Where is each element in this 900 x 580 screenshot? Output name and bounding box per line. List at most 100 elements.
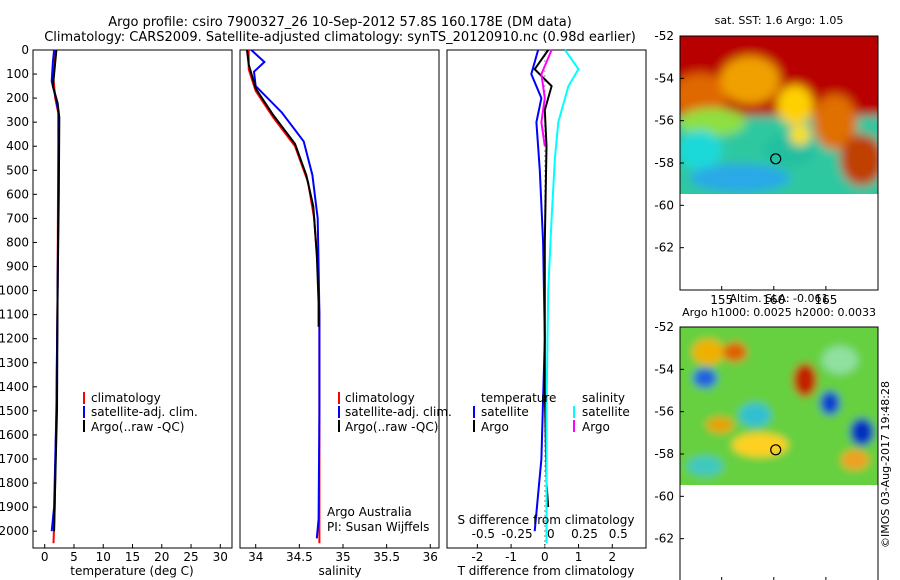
map-y-tick-label: -60 [654,198,674,212]
credit-line1: Argo Australia [327,505,412,519]
sla-heatmap [680,327,878,580]
x-tick-label-top: 0 [547,527,555,541]
sst-patch [790,125,810,145]
depth-tick-label: 1800 [0,476,29,490]
series-line-satellite [545,49,580,544]
map-y-tick-label: -54 [654,362,674,376]
depth-tick-label: 200 [6,91,29,105]
depth-tick-label: 300 [6,115,29,129]
map-y-tick-label: -58 [654,447,674,461]
map-x-tick-label: 155 [710,293,733,307]
salinity-x-axis: 34 34.5 35 35.5 36 [248,544,438,564]
sla-patch [692,339,724,365]
depth-tick-label: 1600 [0,428,29,442]
map-x-tick-label: 165 [814,293,837,307]
legend-swatch-climatology [83,392,85,404]
series-line-satellite [530,49,546,532]
map-y-tick-label: -54 [654,71,674,85]
map-y-tick-label: -56 [654,114,674,128]
legend-swatch-satellite [338,406,340,418]
map-y-tick-label: -52 [654,29,674,43]
sla-patch [820,391,840,415]
depth-tick-label: 2000 [0,524,29,538]
x-tick-label-top: 0.5 [609,527,628,541]
imos-timestamp: ©IMOS 03-Aug-2017 19:48:28 [879,381,892,548]
depth-tick-label: 0 [21,43,29,57]
depth-tick-label: 1300 [0,356,29,370]
depth-tick-label: 1100 [0,308,29,322]
x-tick-label: 0 [41,550,49,564]
legend-label-argo: Argo(..raw -QC) [91,420,184,434]
depth-tick-label: 1200 [0,332,29,346]
depth-tick-label: 1500 [0,404,29,418]
series-line-argo-raw-qc- [246,49,320,327]
legend-label-t-argo: Argo [481,420,509,434]
map-y-tick-label: -60 [654,489,674,503]
salinity-series [246,49,321,544]
legend-swatch-satellite [83,406,85,418]
legend-swatch-climatology [338,392,340,404]
x-tick-label: -2 [471,550,483,564]
legend-swatch-s-argo [573,420,575,432]
legend-label-satellite: satellite-adj. clim. [91,405,198,419]
sst-patch [680,108,746,136]
x-tick-label-top: 0.25 [571,527,598,541]
x-tick-label: 15 [125,550,140,564]
series-line-argo-raw-qc- [51,49,61,532]
x-tick-label: 10 [96,550,111,564]
difference-x-label: T difference from climatology [457,564,635,578]
sla-patch [687,456,723,476]
temperature-legend: climatology satellite-adj. clim. Argo(..… [83,391,198,434]
legend-swatch-argo [338,420,340,432]
series-line-climatology [247,50,321,544]
sst-map-title: sat. SST: 1.6 Argo: 1.05 [715,14,844,27]
legend-swatch-t-satellite [473,406,475,418]
legend-label-t-satellite: satellite [481,405,529,419]
legend-swatch-argo [83,420,85,432]
credit-line2: PI: Susan Wijffels [327,520,429,534]
x-tick-label: 35 [335,550,350,564]
x-tick-label: 0 [541,550,549,564]
sla-no-data [680,485,878,580]
sst-patch [680,130,722,170]
sst-argo-location-marker [770,153,782,165]
legend-label-climatology: climatology [91,391,161,405]
x-tick-label-top: -0.25 [502,527,533,541]
legend-label-s-satellite: satellite [582,405,630,419]
sla-patch [793,363,817,397]
sst-patch [680,73,728,117]
x-tick-label: 5 [70,550,78,564]
map-x-tick-label: 160 [762,293,785,307]
sst-patch [777,85,813,125]
x-tick-label: 20 [154,550,169,564]
legend-title-temperature: temperature [481,391,556,405]
x-tick-label: 36 [423,550,438,564]
figure-title-line2: Climatology: CARS2009. Satellite-adjuste… [44,30,636,45]
temperature-x-label: temperature (deg C) [70,564,193,578]
sst-heatmap [680,36,878,294]
legend-swatch-t-argo [473,420,475,432]
depth-tick-label: 1000 [0,284,29,298]
x-tick-label: 30 [213,550,228,564]
temperature-x-axis: 0 5 10 15 20 25 30 [41,544,228,564]
difference-legend: temperature satellite Argo salinity sate… [473,391,630,434]
sst-patch [720,56,780,104]
sst-map-axes: 155 160 165 -52 -54 -56 -58 -60 -62 [654,29,837,307]
sla-patch [732,433,788,457]
sla-patch [693,368,717,388]
sst-patch [690,164,790,192]
sla-argo-location-marker [770,444,782,456]
sla-patch [706,417,734,433]
legend-label-argo: Argo(..raw -QC) [345,420,438,434]
legend-label-climatology: climatology [345,391,415,405]
sst-patch [840,134,878,186]
map-y-tick-label: -62 [654,532,674,546]
difference-x-label-top: S difference from climatology [458,513,635,527]
legend-title-salinity: salinity [582,391,625,405]
x-tick-label: 2 [608,550,616,564]
difference-series [530,49,580,544]
temperature-series [50,49,61,544]
sst-no-data [680,194,878,294]
